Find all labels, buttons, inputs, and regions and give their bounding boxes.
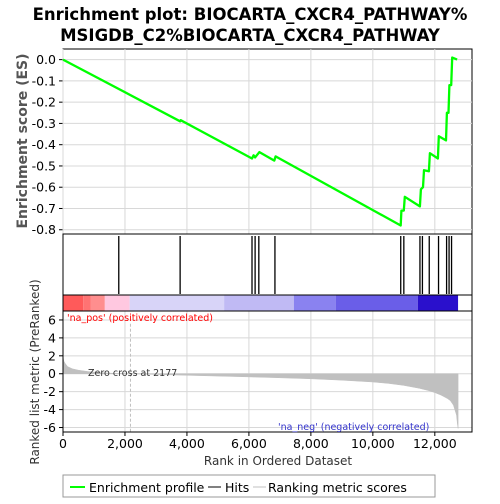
hits-panel <box>62 233 473 296</box>
x-tick-label: 12,000 <box>413 436 457 451</box>
es-tick-label: -0.6 <box>32 180 56 195</box>
x-axis-label: Rank in Ordered Dataset <box>204 454 352 468</box>
zero-cross-label: Zero cross at 2177 <box>88 368 177 379</box>
es-plot-area <box>62 48 473 235</box>
es-tick-label: -0.8 <box>32 222 56 237</box>
metric-tick-label: 0 <box>48 366 56 381</box>
es-tick-label: -0.4 <box>32 137 56 152</box>
colorbar-segment <box>224 295 294 311</box>
metric-tick-label: -6 <box>44 420 57 435</box>
es-tick-label: -0.7 <box>32 201 56 216</box>
na-pos-label: 'na_pos' (positively correlated) <box>67 313 213 324</box>
x-tick-label: 8,000 <box>293 436 329 451</box>
x-tick-label: 2,000 <box>107 436 143 451</box>
metric-plot-area <box>62 310 473 433</box>
ranking-colorbar <box>62 294 473 312</box>
es-tick-label: -0.2 <box>32 95 56 110</box>
metric-tick-label: 4 <box>48 330 56 345</box>
x-tick-label: 10,000 <box>351 436 395 451</box>
es-tick-label: -0.1 <box>32 73 56 88</box>
enrichment-profile-line <box>62 56 458 227</box>
metric-tick-label: 2 <box>48 348 56 363</box>
colorbar-segment <box>90 295 105 311</box>
metric-tick-label: 6 <box>48 312 56 327</box>
legend-metric-label: Ranking metric scores <box>268 480 407 495</box>
colorbar-segment <box>293 295 336 311</box>
plot-title-line-1: Enrichment plot: BIOCARTA_CXCR4_PATHWAY% <box>33 5 468 24</box>
x-tick-label: 6,000 <box>231 436 267 451</box>
legend: Enrichment profile Hits Ranking metric s… <box>62 474 436 498</box>
legend-hits-label: Hits <box>225 480 249 495</box>
es-tick-label: -0.3 <box>32 116 56 131</box>
colorbar-segment <box>417 295 459 311</box>
es-tick-label: 0.0 <box>36 52 56 67</box>
x-tick-label: 4,000 <box>169 436 205 451</box>
legend-box <box>62 474 436 498</box>
legend-enrichment-label: Enrichment profile <box>89 480 205 495</box>
ranking-metric-area <box>62 356 459 429</box>
metric-tick-label: -4 <box>44 402 57 417</box>
colorbar-segment <box>63 295 84 311</box>
es-axis-label: Enrichment score (ES) <box>15 53 31 228</box>
hits-area <box>62 233 473 296</box>
na-neg-label: 'na_neg' (negatively correlated) <box>278 422 429 433</box>
metric-tick-label: -2 <box>44 384 56 399</box>
metric-border <box>62 310 473 433</box>
plot-title-line-2: MSIGDB_C2%BIOCARTA_CXCR4_PATHWAY <box>60 26 441 45</box>
colorbar-segment <box>83 295 91 311</box>
colorbar-segment <box>335 295 418 311</box>
colorbar-segment <box>129 295 225 311</box>
x-tick-label: 0 <box>59 436 67 451</box>
es-tick-label: -0.5 <box>32 158 56 173</box>
colorbar-segment <box>104 295 130 311</box>
metric-axis-label: Ranked list metric (PreRanked) <box>28 279 42 464</box>
es-panel: 0.0 -0.1 -0.2 -0.3 -0.4 -0.5 -0.6 -0.7 -0.8 <box>32 48 473 237</box>
